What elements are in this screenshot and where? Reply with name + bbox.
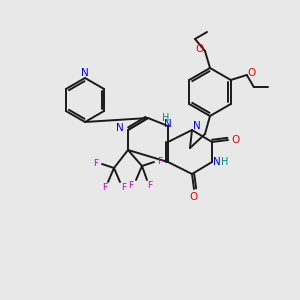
Text: F: F [93,158,99,167]
Text: O: O [190,192,198,202]
Text: H: H [221,157,229,167]
Text: O: O [231,135,239,145]
Text: F: F [102,184,108,193]
Text: H: H [162,113,170,123]
Text: F: F [158,157,163,166]
Text: N: N [213,157,221,167]
Text: N: N [193,121,201,131]
Text: F: F [147,182,153,190]
Text: N: N [116,123,124,133]
Text: N: N [164,119,172,129]
Text: O: O [248,68,256,78]
Text: F: F [122,184,127,193]
Text: O: O [196,44,204,54]
Text: N: N [81,68,89,78]
Text: F: F [128,182,134,190]
